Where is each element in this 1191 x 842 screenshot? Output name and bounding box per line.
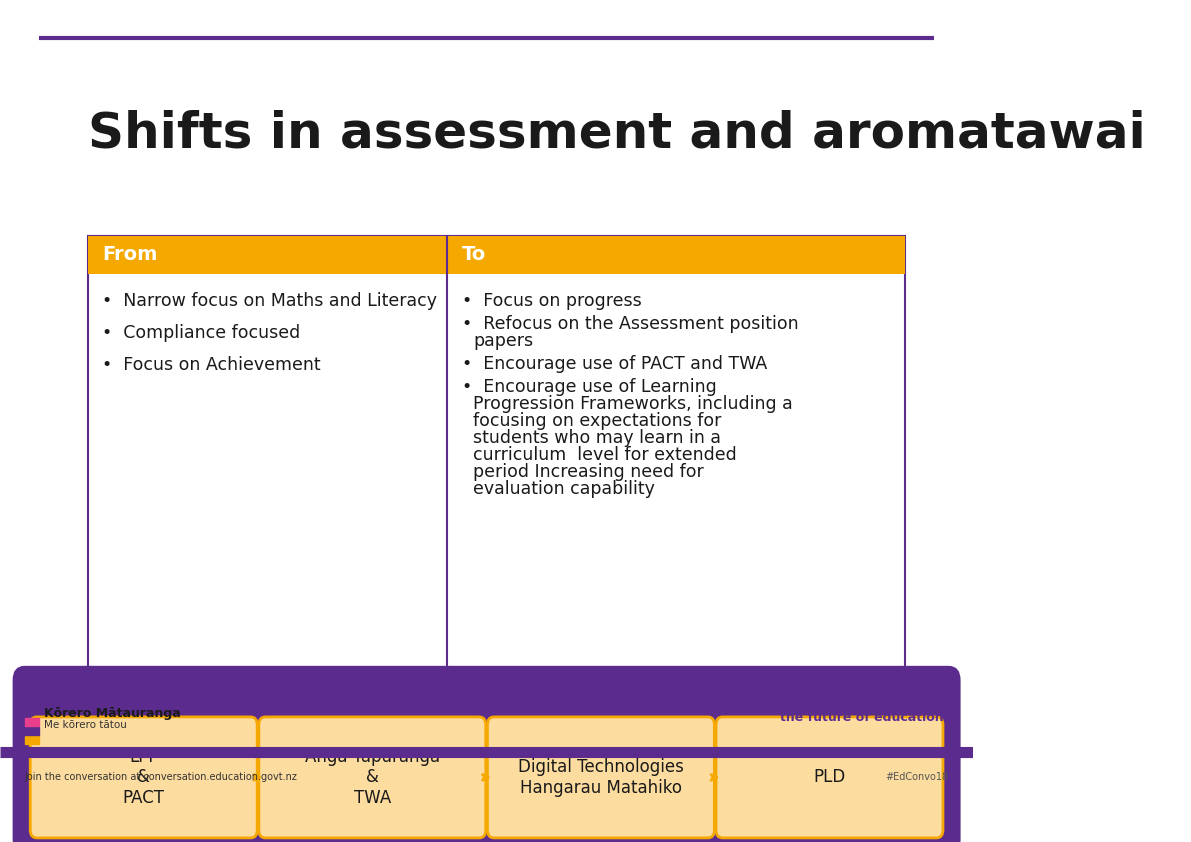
Text: Have your say about
the future of education.: Have your say about the future of educat… — [780, 696, 949, 724]
FancyBboxPatch shape — [448, 236, 905, 274]
Text: To: To — [462, 245, 486, 264]
Text: Kōrero Mātauranga: Kōrero Mātauranga — [44, 707, 181, 720]
Text: Shifts in assessment and aromatawai: Shifts in assessment and aromatawai — [88, 109, 1146, 157]
Text: Me kōrero tātou: Me kōrero tātou — [44, 720, 127, 730]
Text: curriculum  level for extended: curriculum level for extended — [474, 445, 737, 464]
Text: #EdConvo18: #EdConvo18 — [886, 772, 949, 782]
Bar — [25, 718, 39, 726]
Bar — [25, 727, 39, 735]
FancyBboxPatch shape — [258, 717, 486, 838]
Text: LPF
&
PACT: LPF & PACT — [123, 748, 164, 807]
Text: papers: papers — [474, 332, 534, 349]
Text: Digital Technologies
Hangarau Matahiko: Digital Technologies Hangarau Matahiko — [518, 758, 684, 797]
Text: •  Narrow focus on Maths and Literacy: • Narrow focus on Maths and Literacy — [102, 292, 437, 310]
FancyBboxPatch shape — [716, 717, 943, 838]
Text: •  Refocus on the Assessment position: • Refocus on the Assessment position — [462, 315, 799, 333]
Text: PLD: PLD — [813, 769, 846, 786]
Text: From: From — [102, 245, 157, 264]
Text: evaluation capability: evaluation capability — [474, 480, 655, 498]
Text: Join the conversation at conversation.education.govt.nz: Join the conversation at conversation.ed… — [25, 772, 298, 782]
Text: •  Focus on Achievement: • Focus on Achievement — [102, 356, 320, 374]
Text: •  Compliance focused: • Compliance focused — [102, 324, 300, 342]
Text: •  Encourage use of PACT and TWA: • Encourage use of PACT and TWA — [462, 354, 767, 373]
FancyBboxPatch shape — [88, 236, 448, 274]
Text: Anga Tupuranga
&
TWA: Anga Tupuranga & TWA — [305, 748, 439, 807]
FancyBboxPatch shape — [88, 236, 905, 720]
Text: students who may learn in a: students who may learn in a — [474, 429, 722, 447]
Text: focusing on expectations for: focusing on expectations for — [474, 412, 722, 429]
Text: Progression Frameworks, including a: Progression Frameworks, including a — [474, 395, 793, 413]
Text: •  Focus on progress: • Focus on progress — [462, 292, 642, 310]
FancyBboxPatch shape — [30, 717, 257, 838]
FancyBboxPatch shape — [487, 717, 715, 838]
Text: •  Encourage use of Learning: • Encourage use of Learning — [462, 378, 717, 396]
Bar — [25, 736, 39, 744]
Text: period Increasing need for: period Increasing need for — [474, 463, 704, 481]
FancyBboxPatch shape — [14, 668, 959, 842]
